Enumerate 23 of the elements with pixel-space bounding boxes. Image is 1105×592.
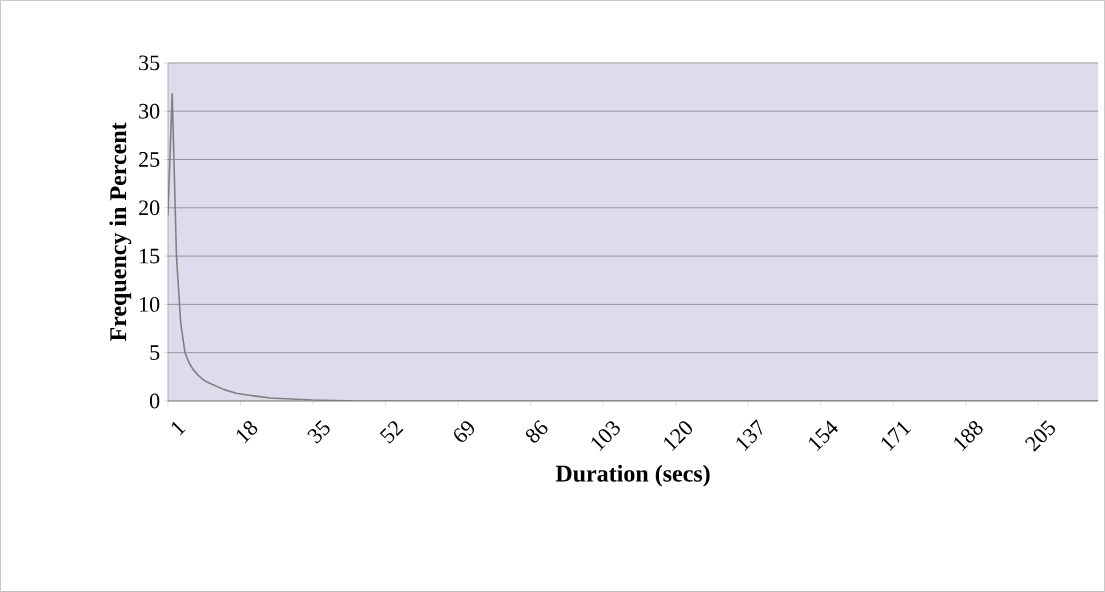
y-tick-label: 15 [140,248,160,264]
x-tick-label: 137 [736,419,763,452]
y-tick-label: 20 [139,200,160,216]
y-tick-label: 30 [139,103,160,119]
y-tick-label: 35 [139,55,160,71]
x-tick-label: 154 [809,420,838,452]
x-tick-label: 35 [307,420,330,444]
x-tick-label: 18 [236,421,258,444]
y-tick-label: 10 [140,297,160,312]
y-tick-label: 25 [139,152,160,167]
y-tick-label: 5 [150,345,160,361]
x-tick-label: 205 [1024,420,1055,452]
x-tick-label: 52 [379,421,404,444]
x-tick-label: 171 [881,421,912,452]
x-tick-label: 86 [525,420,548,443]
x-tick-label: 1 [171,421,186,436]
x-axis-title: Duration (secs) [555,464,710,487]
x-tick-label: 120 [664,421,693,452]
y-tick-label: 0 [149,393,160,409]
y-axis-title: Frequency in Percent [109,122,132,342]
x-tick-label: 69 [454,421,475,442]
x-tick-label: 188 [954,421,983,452]
x-tick-label: 103 [591,421,620,452]
